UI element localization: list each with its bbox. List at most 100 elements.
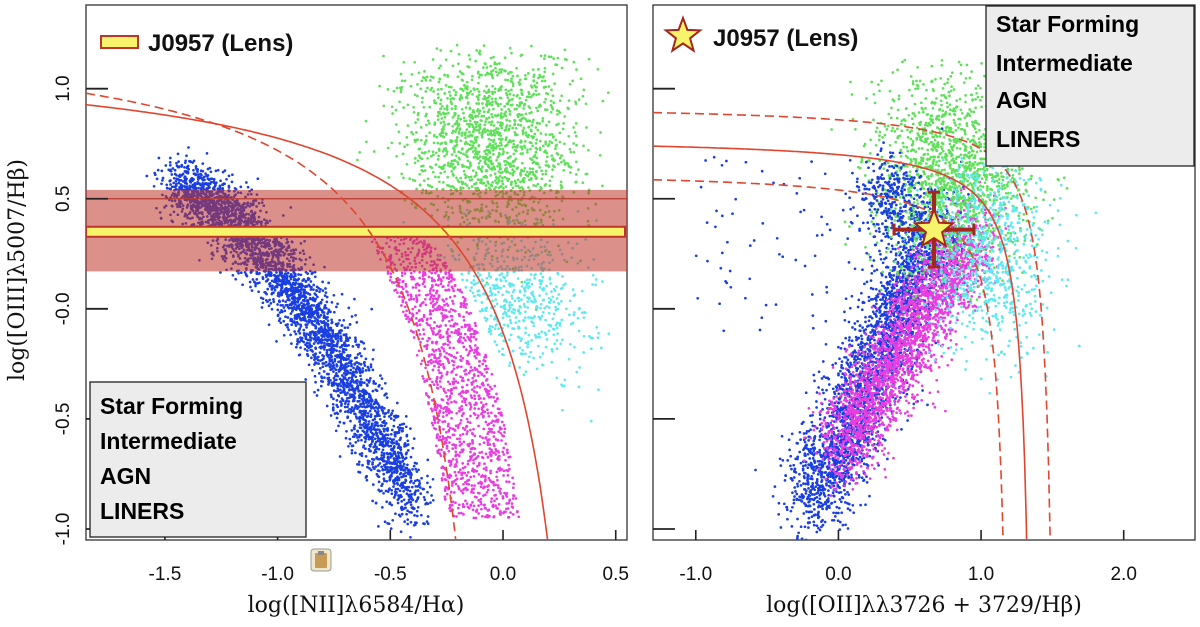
intermediate-point <box>390 281 394 284</box>
sf-point <box>380 456 383 460</box>
sf-point <box>348 336 352 340</box>
intermediate-point <box>464 397 468 401</box>
intermediate-point <box>473 407 477 410</box>
sf-point <box>368 409 372 413</box>
sf-point <box>373 442 377 446</box>
sf-point <box>395 401 399 405</box>
sf-point <box>333 357 337 361</box>
sf-point <box>399 426 403 430</box>
sf-point <box>294 324 298 327</box>
sf-point <box>221 186 225 190</box>
intermediate-point <box>481 436 484 440</box>
sf-point <box>332 310 336 314</box>
intermediate-point <box>492 480 495 484</box>
sf-point <box>393 479 397 482</box>
intermediate-point <box>469 332 473 336</box>
sf-point <box>286 305 290 309</box>
sf-point <box>383 415 386 418</box>
intermediate-point <box>401 310 405 314</box>
sf-point <box>389 456 392 459</box>
sf-point <box>187 146 190 149</box>
sf-point <box>354 405 357 409</box>
intermediate-point <box>449 324 453 328</box>
sf-point <box>325 372 329 376</box>
intermediate-point <box>396 291 399 294</box>
sf-point <box>360 354 363 358</box>
intermediate-point <box>478 360 481 363</box>
sf-point <box>347 444 350 448</box>
sf-point <box>419 492 423 495</box>
intermediate-point <box>441 335 445 339</box>
intermediate-point <box>506 450 509 454</box>
intermediate-point <box>421 282 425 286</box>
intermediate-point <box>460 408 464 411</box>
intermediate-point <box>470 469 474 473</box>
intermediate-point <box>462 345 466 349</box>
sf-point <box>286 323 289 326</box>
intermediate-point <box>463 332 467 336</box>
sf-point <box>188 160 192 163</box>
sf-point <box>183 165 186 169</box>
intermediate-point <box>499 413 503 417</box>
sf-point <box>261 275 265 279</box>
intermediate-point <box>461 462 465 465</box>
sf-point <box>205 152 209 155</box>
sf-point <box>383 381 387 385</box>
sf-point <box>382 411 385 415</box>
sf-point <box>286 326 289 329</box>
intermediate-point <box>439 376 443 379</box>
sf-point <box>277 319 281 323</box>
sf-point <box>383 459 386 463</box>
sf-point <box>169 179 172 182</box>
sf-point <box>358 419 362 422</box>
sf-point <box>398 464 402 468</box>
sf-point <box>326 330 330 334</box>
intermediate-point <box>448 441 451 444</box>
sf-point <box>268 284 272 288</box>
intermediate-point <box>492 431 496 434</box>
sf-point <box>373 424 377 428</box>
intermediate-point <box>428 298 432 301</box>
intermediate-point <box>430 421 434 425</box>
sf-point <box>168 161 172 164</box>
intermediate-point <box>431 341 434 345</box>
sf-point <box>338 350 341 353</box>
intermediate-point <box>445 395 449 398</box>
intermediate-point <box>488 479 492 482</box>
intermediate-point <box>467 371 471 375</box>
intermediate-point <box>486 441 490 444</box>
sf-point <box>324 291 328 294</box>
intermediate-point <box>477 512 480 515</box>
intermediate-point <box>463 465 467 469</box>
intermediate-point <box>470 388 474 391</box>
sf-point <box>286 271 290 275</box>
intermediate-point <box>478 352 481 356</box>
sf-point <box>365 430 369 434</box>
sf-point <box>353 424 357 428</box>
intermediate-point <box>446 435 450 439</box>
sf-point <box>280 275 284 278</box>
sf-point <box>303 347 307 351</box>
intermediate-point <box>479 502 483 506</box>
sf-point <box>330 336 333 340</box>
intermediate-point <box>453 470 457 474</box>
intermediate-point <box>445 406 449 409</box>
sf-point <box>361 405 364 409</box>
intermediate-point <box>487 427 491 431</box>
sf-point <box>336 405 340 409</box>
sf-point <box>347 361 351 365</box>
sf-point <box>323 335 326 338</box>
intermediate-point <box>455 477 459 481</box>
sf-point <box>214 181 218 185</box>
sf-point <box>391 409 395 413</box>
sf-point <box>397 497 401 500</box>
sf-point <box>386 522 389 525</box>
sf-point <box>304 279 308 283</box>
intermediate-point <box>475 368 479 371</box>
sf-point <box>320 376 324 380</box>
sf-point <box>392 438 396 441</box>
sf-point <box>197 182 200 185</box>
sf-point <box>395 471 398 475</box>
sf-point <box>322 329 325 333</box>
sf-point <box>269 274 273 277</box>
